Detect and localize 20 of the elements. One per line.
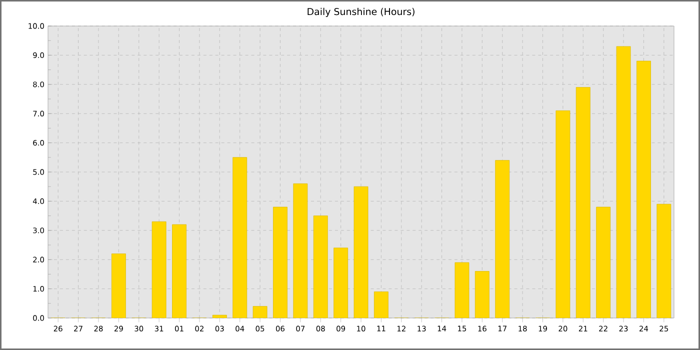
bar <box>454 262 470 318</box>
bar <box>616 46 631 318</box>
bar <box>172 224 186 318</box>
bar <box>334 248 348 318</box>
bar <box>596 206 611 318</box>
bar <box>313 216 328 318</box>
bar <box>232 157 248 318</box>
bar <box>111 254 126 318</box>
bar <box>354 186 368 318</box>
bar <box>656 204 672 318</box>
bar <box>273 206 288 318</box>
chart-title: Daily Sunshine (Hours) <box>308 8 414 17</box>
bar <box>636 60 651 318</box>
bar <box>576 87 590 318</box>
bar <box>474 271 490 318</box>
bar <box>495 160 510 318</box>
bar <box>293 183 308 318</box>
bar <box>556 110 570 318</box>
bar <box>374 292 388 318</box>
bar <box>152 221 166 318</box>
